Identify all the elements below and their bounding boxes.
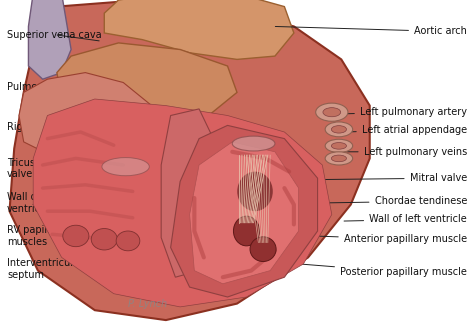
Polygon shape — [19, 73, 152, 158]
Text: Mitral valve: Mitral valve — [297, 173, 467, 183]
Text: Right atrium: Right atrium — [7, 122, 90, 132]
Polygon shape — [33, 99, 332, 307]
Ellipse shape — [91, 228, 117, 250]
Polygon shape — [57, 43, 237, 122]
Ellipse shape — [233, 216, 260, 246]
Ellipse shape — [325, 152, 353, 165]
Ellipse shape — [323, 108, 341, 117]
Polygon shape — [104, 0, 294, 59]
Ellipse shape — [116, 231, 140, 251]
Text: Pulmonary trunk: Pulmonary trunk — [7, 82, 123, 92]
Text: Left pulmonary veins: Left pulmonary veins — [344, 147, 467, 157]
Polygon shape — [28, 0, 71, 79]
Ellipse shape — [316, 103, 348, 121]
Ellipse shape — [331, 143, 346, 149]
Ellipse shape — [331, 155, 346, 162]
Text: Superior vena cava: Superior vena cava — [7, 30, 102, 41]
Text: Posterior papillary muscle: Posterior papillary muscle — [261, 261, 467, 277]
Polygon shape — [161, 109, 218, 277]
Ellipse shape — [325, 122, 353, 137]
Ellipse shape — [331, 126, 346, 133]
Text: Anterior papillary muscle: Anterior papillary muscle — [316, 234, 467, 244]
Ellipse shape — [102, 158, 149, 176]
Polygon shape — [171, 125, 318, 297]
Ellipse shape — [232, 136, 275, 151]
Text: Chordae tendinese: Chordae tendinese — [325, 196, 467, 206]
Text: Aortic arch: Aortic arch — [275, 26, 467, 36]
Ellipse shape — [250, 237, 276, 261]
Ellipse shape — [325, 139, 353, 152]
Text: RV papillary
muscles: RV papillary muscles — [7, 225, 80, 247]
Polygon shape — [190, 142, 299, 284]
Polygon shape — [9, 0, 370, 320]
Text: Left atrial appendage: Left atrial appendage — [344, 125, 467, 135]
Text: Interventricular
septum: Interventricular septum — [7, 258, 92, 280]
Text: P. Lynch: P. Lynch — [128, 299, 167, 309]
Text: Tricuspid
valve: Tricuspid valve — [7, 157, 99, 179]
Text: Wall of right
ventricle: Wall of right ventricle — [7, 192, 85, 214]
Text: Wall of left ventricle: Wall of left ventricle — [344, 214, 467, 224]
Ellipse shape — [63, 225, 89, 247]
Text: Left pulmonary artery: Left pulmonary artery — [344, 107, 467, 117]
Ellipse shape — [237, 172, 273, 211]
